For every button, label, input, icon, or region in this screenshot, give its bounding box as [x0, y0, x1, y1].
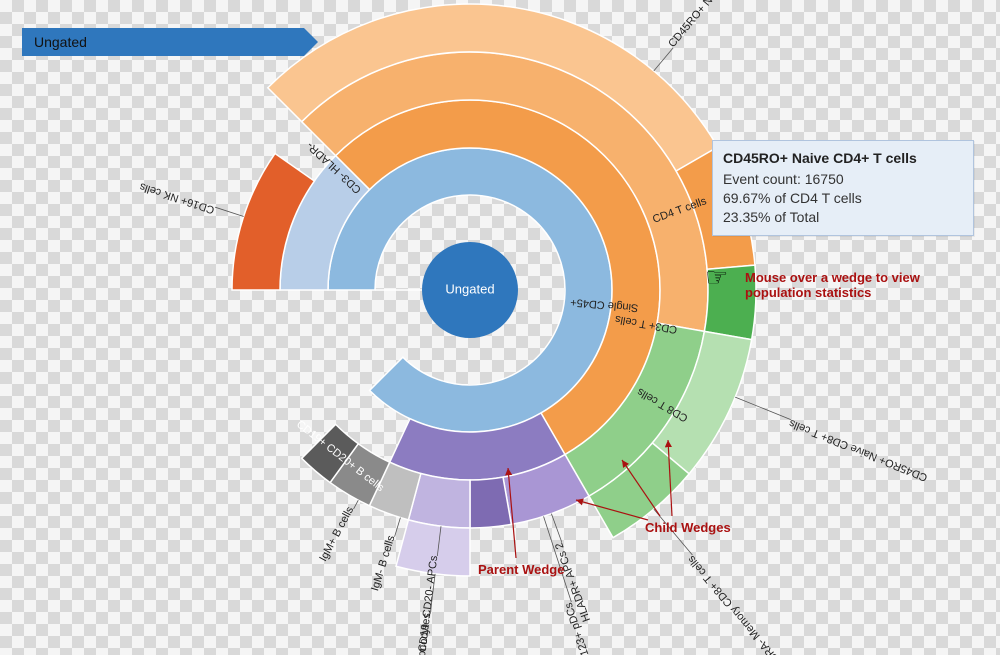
wedge-label: IgM- B cells: [369, 534, 397, 593]
leader-line: [735, 397, 791, 419]
tooltip-line: 69.67% of CD4 T cells: [723, 189, 963, 208]
wedge-label: IgM+ B cells: [317, 504, 356, 563]
annotation-parent-wedge: Parent Wedge: [478, 562, 564, 577]
wedge-label: CD123+ pDCs: [563, 601, 597, 655]
tooltip-title: CD45RO+ Naive CD4+ T cells: [723, 149, 963, 168]
wedge-label: HLADR+ APCs 2: [553, 541, 593, 624]
wedge-mono[interactable]: [396, 520, 470, 576]
wedge-label: CD45RA- Memory CD8+ T cells: [685, 553, 795, 655]
wedge-label: CD16+ NK cells: [138, 180, 216, 216]
leader-line: [354, 500, 359, 509]
wedge-label: CD14+ CD33+ Monocytes: [406, 612, 434, 655]
leader-line: [430, 574, 435, 614]
wedge-label: CD45RO+ Naive CD4+ T cells: [666, 0, 771, 50]
leader-line: [395, 518, 401, 537]
tooltip-line: 23.35% of Total: [723, 208, 963, 227]
sunburst-center-label: Ungated: [445, 281, 494, 296]
tooltip-line: Event count: 16750: [723, 170, 963, 189]
tooltip: CD45RO+ Naive CD4+ T cells Event count: …: [712, 140, 974, 236]
leader-line: [654, 48, 673, 71]
annotation-child-wedges: Child Wedges: [645, 520, 731, 535]
wedge-label: CD45RO+ Naive CD8+ T cells: [787, 417, 929, 484]
breadcrumb-label: Ungated: [34, 34, 87, 50]
cursor-icon: ☜: [705, 262, 728, 293]
leader-line: [551, 514, 561, 542]
annotation-mouseover: Mouse over a wedge to view population st…: [745, 270, 975, 300]
leader-line: [215, 207, 244, 216]
sunburst-chart[interactable]: UngatedSingle CD45+CD3- HLADR-CD3+ T cel…: [0, 0, 1000, 655]
breadcrumb[interactable]: Ungated: [22, 28, 304, 56]
